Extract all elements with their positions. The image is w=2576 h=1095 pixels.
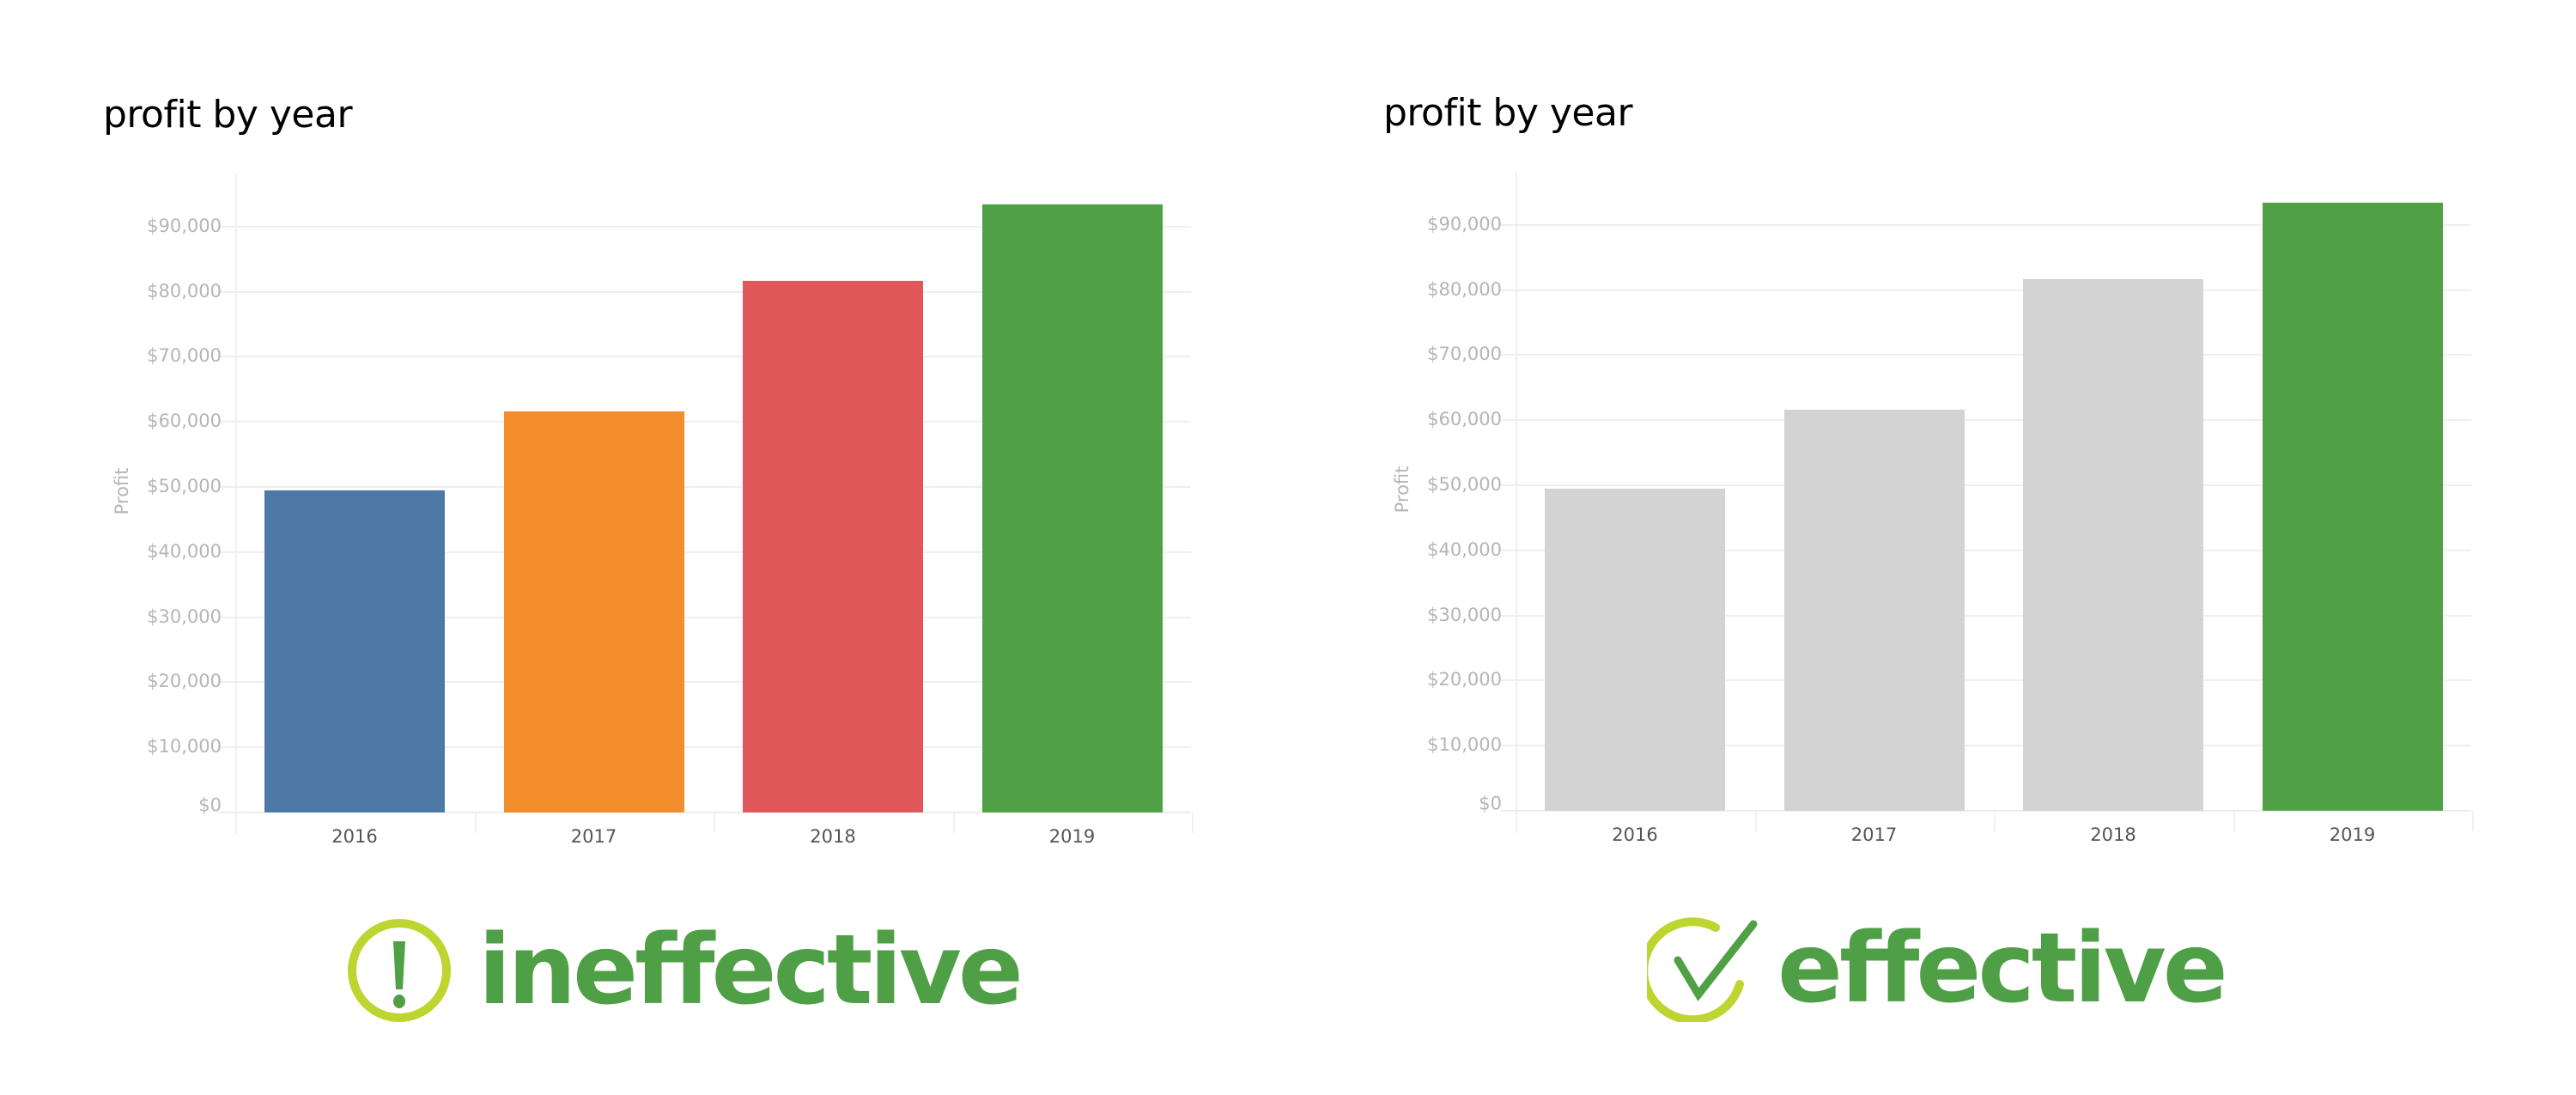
x-tick-separator <box>2472 811 2474 831</box>
y-tick-label: $20,000 <box>1427 669 1502 690</box>
bar-2017[interactable] <box>503 411 684 812</box>
x-category-label: 2018 <box>2090 824 2136 845</box>
y-tick-label: $70,000 <box>1427 344 1502 365</box>
y-tick-label: $70,000 <box>147 345 222 367</box>
x-tick-separator <box>474 812 477 833</box>
x-tick-separator <box>1994 811 1996 831</box>
bar-2017[interactable] <box>1783 410 1965 811</box>
y-tick-label: $90,000 <box>1427 213 1502 234</box>
x-tick-separator <box>952 812 955 833</box>
x-category-label: 2018 <box>810 826 856 847</box>
gridline <box>220 290 1191 293</box>
gridline <box>1500 745 2471 747</box>
y-tick-label: $60,000 <box>147 410 222 431</box>
x-category-label: 2019 <box>1048 826 1096 847</box>
verdict-badge-ineffective: ineffective <box>346 910 1024 1031</box>
y-tick-label: $30,000 <box>1427 604 1502 625</box>
y-axis-label: Profit <box>112 467 132 515</box>
x-tick-separator <box>2233 811 2235 831</box>
y-tick-label: $10,000 <box>1427 733 1502 755</box>
verdict-badge-effective: effective <box>1647 909 2228 1029</box>
y-axis-line <box>1516 172 1517 833</box>
chart-panel-ineffective: profit by year Profit $0 $10,000 $20,000 $3… <box>103 93 1194 1031</box>
verdict-label: effective <box>1777 913 2228 1025</box>
gridline <box>1500 614 2471 617</box>
gridline <box>220 356 1191 358</box>
check-circle-icon <box>1647 916 1759 1022</box>
y-tick-label: $40,000 <box>147 540 222 562</box>
plot-area: $0 $10,000 $20,000 $30,000 $40,000 $50,000 $60… <box>147 173 1194 847</box>
bar-2018[interactable] <box>2023 278 2203 811</box>
y-tick-label: $40,000 <box>1427 538 1502 560</box>
y-tick-label: $50,000 <box>147 475 222 496</box>
x-category-label: 2017 <box>1850 824 1898 845</box>
y-tick-label: $90,000 <box>147 215 222 236</box>
bar-2019[interactable] <box>2262 203 2443 811</box>
plot-area: $0 $10,000 $20,000 $30,000 $40,000 $50,000 $60… <box>1427 172 2474 845</box>
bar-2019[interactable] <box>981 204 1163 812</box>
bar-2016[interactable] <box>1545 488 1725 811</box>
gridline <box>1500 549 2471 551</box>
gridline <box>220 421 1191 423</box>
chart-panel-effective: profit by year Profit $0 $10,000 $20,000 $3… <box>1280 0 2568 1093</box>
x-category-label: 2016 <box>331 826 378 847</box>
y-axis-label: Profit <box>1392 465 1413 514</box>
chart-title: profit by year <box>103 93 353 137</box>
x-tick-separator <box>714 812 715 833</box>
gridline <box>220 486 1191 488</box>
gridline <box>220 616 1191 618</box>
x-category-label: 2019 <box>2329 824 2376 845</box>
y-tick-label: $30,000 <box>147 605 222 627</box>
x-category-label: 2017 <box>570 826 617 847</box>
gridline <box>1500 354 2471 356</box>
gridline <box>220 551 1191 553</box>
x-category-label: 2016 <box>1612 824 1658 845</box>
gridline <box>1500 289 2471 291</box>
chart-title: profit by year <box>1383 91 1633 135</box>
x-tick-separator <box>1516 811 1517 831</box>
x-tick-separator <box>235 812 237 833</box>
gridline <box>1500 419 2471 422</box>
x-tick-separator <box>1754 811 1757 831</box>
bar-2018[interactable] <box>743 280 923 812</box>
y-tick-label: $10,000 <box>147 735 222 757</box>
gridline <box>220 225 1191 228</box>
y-tick-label: $80,000 <box>1427 278 1502 300</box>
y-tick-label: $20,000 <box>147 671 222 692</box>
exclamation-circle-icon <box>346 917 453 1024</box>
y-tick-label: $60,000 <box>1427 408 1502 429</box>
x-tick-separator <box>1192 812 1194 833</box>
bar-2016[interactable] <box>264 490 445 812</box>
gridline <box>220 681 1191 684</box>
y-tick-label: $0 <box>1479 793 1502 814</box>
y-tick-label: $0 <box>198 794 222 816</box>
gridline <box>1500 223 2471 226</box>
y-tick-label: $80,000 <box>147 280 222 301</box>
verdict-label: ineffective <box>478 915 1024 1026</box>
y-tick-label: $50,000 <box>1427 473 1502 495</box>
gridline <box>1500 679 2471 682</box>
gridline <box>1500 484 2471 486</box>
gridline <box>220 746 1191 749</box>
x-axis-baseline <box>220 812 1191 813</box>
y-axis-line <box>235 173 237 835</box>
x-axis-baseline <box>1500 810 2471 812</box>
